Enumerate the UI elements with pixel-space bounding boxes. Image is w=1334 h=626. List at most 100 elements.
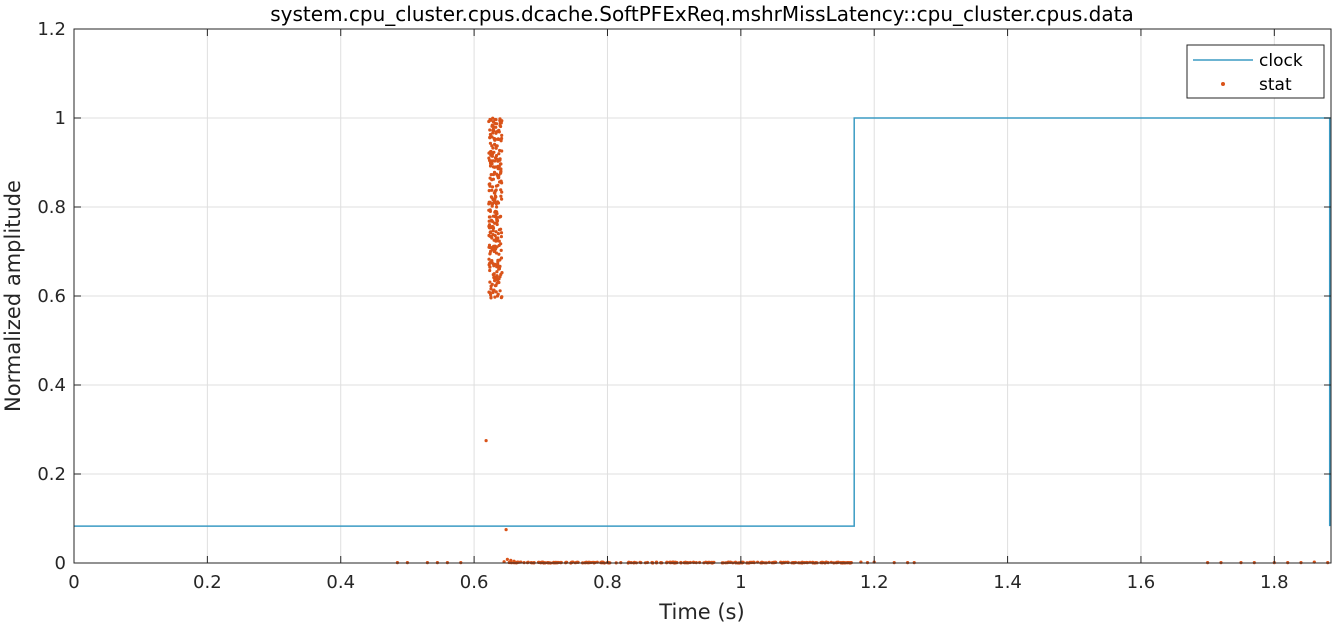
stat-point	[488, 209, 492, 213]
y-tick-label: 1	[55, 108, 66, 129]
stat-point	[497, 280, 501, 285]
y-axis-label: Normalized amplitude	[1, 180, 25, 412]
stat-point	[496, 292, 500, 296]
stat-point	[492, 264, 496, 268]
stat-point	[504, 528, 508, 532]
stat-point	[496, 164, 501, 169]
stat-point	[488, 141, 492, 145]
stat-point	[490, 124, 494, 128]
stat-point	[491, 273, 495, 277]
y-tick-label: 1.2	[37, 19, 66, 40]
stat-point	[488, 184, 492, 188]
x-tick-label: 1.8	[1260, 572, 1289, 593]
stat-point	[490, 203, 494, 207]
stat-point	[498, 215, 502, 219]
stat-point	[496, 176, 500, 180]
x-tick-label: 1.2	[860, 572, 889, 593]
stat-point	[492, 288, 496, 292]
stat-point	[491, 159, 496, 163]
stat-point	[488, 226, 492, 230]
stat-point	[499, 171, 503, 175]
stat-point	[490, 282, 494, 286]
stat-point	[498, 123, 502, 128]
stat-point	[495, 144, 499, 148]
stat-point	[498, 289, 502, 293]
stat-point	[496, 201, 501, 205]
stat-point	[489, 295, 493, 299]
stat-point	[487, 119, 491, 124]
stat-point	[498, 158, 502, 162]
stat-point	[488, 261, 492, 265]
x-tick-label: 0.4	[326, 572, 355, 593]
stat-point	[505, 557, 509, 562]
ticks: 0 0.2 0.4 0.6 0.8 1 1.2 1.4 1.6 1.8 0 0.2 0.4 0.6 0.8 1…	[37, 19, 1331, 593]
stat-point	[497, 267, 501, 271]
stat-point	[494, 154, 499, 158]
stat-point	[493, 194, 497, 198]
clock-series-line	[74, 117, 1331, 527]
stat-point	[496, 232, 500, 236]
stat-point	[495, 205, 499, 209]
stat-point	[491, 165, 495, 169]
stat-point	[508, 560, 512, 565]
stat-point	[499, 188, 503, 192]
stat-point	[492, 244, 496, 248]
chart-title: system.cpu_cluster.cpus.dcache.SoftPFExR…	[270, 2, 1133, 26]
stat-point	[490, 185, 495, 189]
stat-point	[495, 122, 499, 126]
y-tick-label: 0.4	[37, 375, 66, 396]
stat-point	[498, 121, 502, 125]
stat-point	[489, 287, 493, 291]
stat-point	[493, 191, 497, 195]
stat-point	[487, 290, 491, 294]
stat-point	[772, 560, 776, 565]
stat-point	[488, 231, 493, 235]
stat-point	[499, 194, 503, 198]
stat-point	[495, 264, 499, 268]
series-layer	[74, 116, 1331, 565]
stat-point	[494, 236, 498, 240]
stat-point	[497, 239, 501, 243]
stat-point	[491, 220, 495, 224]
stat-point	[498, 180, 502, 184]
stat-point	[488, 201, 492, 205]
stat-point	[741, 560, 745, 565]
stat-point	[496, 137, 500, 141]
y-tick-label: 0.6	[37, 286, 66, 307]
stat-point	[490, 154, 494, 158]
stat-point	[484, 439, 488, 443]
stat-point	[487, 257, 491, 261]
stat-point	[490, 162, 494, 166]
stat-point	[494, 230, 498, 234]
x-tick-label: 0.2	[193, 572, 222, 593]
stat-point	[488, 132, 492, 137]
y-tick-label: 0.8	[37, 197, 66, 218]
x-tick-label: 0	[68, 572, 79, 593]
stat-point	[500, 136, 504, 141]
stat-point	[487, 189, 491, 193]
stat-point	[492, 199, 496, 203]
stat-point	[499, 231, 504, 235]
stat-point	[491, 233, 495, 237]
stat-point	[495, 173, 499, 177]
stat-point	[767, 560, 771, 565]
y-tick-label: 0	[55, 553, 66, 574]
x-tick-label: 1	[735, 572, 746, 593]
stat-point	[499, 162, 503, 166]
stat-point	[491, 214, 495, 218]
stat-point	[499, 235, 503, 239]
stat-point	[488, 219, 492, 223]
stat-point	[491, 177, 495, 181]
legend-stat-swatch	[1221, 82, 1225, 86]
stat-point	[491, 131, 495, 135]
stat-point	[500, 119, 504, 123]
legend-clock-label: clock	[1259, 51, 1303, 71]
stat-point	[488, 268, 492, 273]
stat-point	[500, 197, 504, 201]
stat-point	[499, 167, 503, 171]
stat-point	[500, 133, 504, 137]
stat-point	[496, 183, 500, 187]
stat-point	[491, 120, 495, 124]
stat-point	[493, 210, 497, 214]
